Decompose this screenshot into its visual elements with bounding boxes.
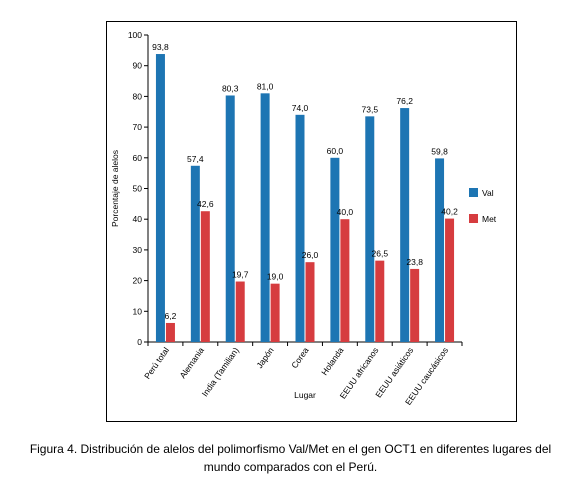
- data-label-val: 81,0: [257, 81, 274, 91]
- bar-met: [235, 281, 245, 342]
- data-label-met: 40,2: [441, 207, 458, 217]
- legend-swatch-val: [469, 188, 478, 197]
- legend-label-met: Met: [482, 214, 497, 224]
- bar-met: [375, 260, 385, 342]
- data-label-val: 74,0: [292, 103, 309, 113]
- data-label-met: 19,0: [267, 272, 284, 282]
- y-tick-label: 100: [128, 30, 142, 40]
- y-tick-label: 50: [133, 184, 143, 194]
- data-label-val: 93,8: [152, 42, 169, 52]
- figure-caption: Figura 4. Distribución de alelos del pol…: [0, 440, 581, 476]
- legend-swatch-met: [469, 214, 478, 223]
- data-label-val: 80,3: [222, 83, 239, 93]
- x-category-label: India (Tamilian): [200, 345, 241, 398]
- bar-val: [365, 116, 375, 342]
- bar-met: [270, 283, 280, 342]
- data-label-val: 59,8: [431, 146, 448, 156]
- data-label-met: 40,0: [337, 207, 354, 217]
- bar-met: [200, 211, 210, 342]
- y-axis-title: Porcentaje de alelos: [110, 150, 120, 227]
- bar-val: [330, 157, 340, 342]
- bar-chart: 0 10 20 30 40 50 60 70 80 90 100 Porcentaje de alel…: [110, 30, 497, 407]
- data-label-met: 19,7: [232, 270, 249, 280]
- y-tick-label: 80: [133, 91, 143, 101]
- x-category-label: Alemania: [177, 345, 206, 380]
- data-label-met: 26,5: [372, 249, 389, 259]
- y-tick-label: 60: [133, 153, 143, 163]
- y-tick-label: 70: [133, 122, 143, 132]
- x-category-label: Holanda: [319, 345, 346, 377]
- bar-met: [340, 219, 350, 342]
- bar-met: [305, 262, 315, 342]
- bar-met: [410, 268, 420, 342]
- bar-met: [445, 218, 455, 342]
- bar-val: [400, 108, 410, 342]
- bar-val: [260, 93, 270, 342]
- y-tick-label: 10: [133, 306, 143, 316]
- data-label-met: 6,2: [165, 311, 177, 321]
- y-tick-label: 0: [137, 337, 142, 347]
- data-label-val: 57,4: [187, 154, 204, 164]
- caption-line-1: Figura 4. Distribución de alelos del pol…: [29, 442, 552, 456]
- x-category-label: Perú total: [142, 345, 171, 381]
- bar-met: [165, 322, 175, 342]
- data-label-met: 26,0: [302, 250, 319, 260]
- y-tick-label: 40: [133, 214, 143, 224]
- x-category-label: Corea: [289, 345, 311, 370]
- bar-val: [295, 114, 305, 342]
- x-axis-title: Lugar: [294, 390, 316, 400]
- data-label-met: 23,8: [406, 257, 423, 267]
- data-label-val: 73,5: [362, 104, 379, 114]
- y-tick-label: 90: [133, 61, 143, 71]
- y-tick-label: 20: [133, 276, 143, 286]
- data-label-met: 42,6: [197, 199, 214, 209]
- bar-val: [190, 165, 200, 342]
- data-label-val: 76,2: [396, 96, 413, 106]
- data-label-val: 60,0: [327, 146, 344, 156]
- chart-frame: 0 10 20 30 40 50 60 70 80 90 100 Porcentaje de alel…: [106, 21, 517, 422]
- x-category-label: Japón: [254, 345, 276, 370]
- bar-val: [155, 54, 165, 343]
- bar-val: [225, 95, 235, 342]
- legend-label-val: Val: [482, 188, 494, 198]
- caption-line-2: mundo comparados con el Perú.: [203, 460, 378, 474]
- bar-val: [435, 158, 445, 342]
- y-tick-label: 30: [133, 245, 143, 255]
